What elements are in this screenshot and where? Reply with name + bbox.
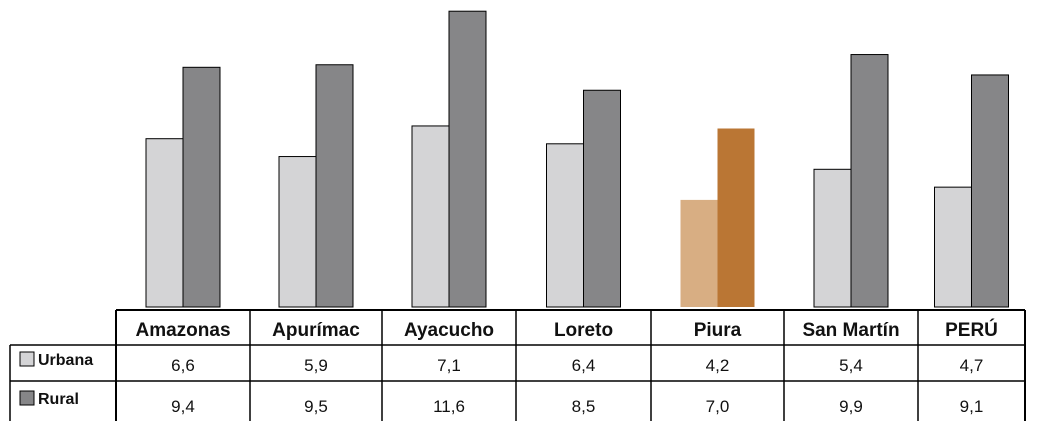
legend-swatch-urbana [19,351,35,367]
value-rural: 7,0 [706,397,730,416]
bar-urbana-4 [546,143,584,308]
bar-urbana-7 [934,186,972,308]
category-label: Loreto [554,320,613,341]
category-label: Ayacucho [404,320,494,341]
value-rural: 8,5 [572,397,596,416]
value-urbana: 5,9 [304,356,328,375]
category-label: Amazonas [135,320,230,341]
legend-label-rural: Rural [38,391,79,408]
bar-rural-6 [850,54,889,308]
category-label: San Martín [802,320,899,341]
bar-rural-5 [717,128,755,307]
value-rural: 9,1 [960,397,984,416]
bar-rural-3 [448,10,487,308]
value-urbana: 4,2 [706,356,730,375]
data-table: Amazonas 6,6 9,4 Apurímac 5,9 9,5 Ayacucho 7,1 1… [9,309,1026,421]
bar-urbana-3 [411,125,450,308]
value-urbana: 7,1 [437,356,461,375]
bar-urbana-6 [813,168,852,308]
bars-layer [145,10,1009,308]
bar-urbana-1 [145,138,184,308]
legend-swatch-rural [19,390,35,406]
bar-urbana-5 [680,199,718,307]
bar-rural-4 [583,89,621,308]
category-label: PERÚ [945,319,998,341]
value-urbana: 6,4 [572,356,596,375]
category-label: Piura [694,320,742,341]
bar-urbana-2 [278,156,317,308]
value-rural: 9,5 [304,397,328,416]
category-label: Apurímac [272,320,360,341]
bar-rural-7 [971,74,1009,308]
bar-rural-1 [182,66,221,308]
value-rural: 11,6 [433,397,465,416]
value-urbana: 6,6 [171,356,195,375]
value-rural: 9,4 [171,397,195,416]
value-rural: 9,9 [839,397,863,416]
legend-label-urbana: Urbana [38,352,93,369]
bar-rural-2 [315,64,354,308]
value-urbana: 4,7 [960,356,984,375]
value-urbana: 5,4 [839,356,863,375]
